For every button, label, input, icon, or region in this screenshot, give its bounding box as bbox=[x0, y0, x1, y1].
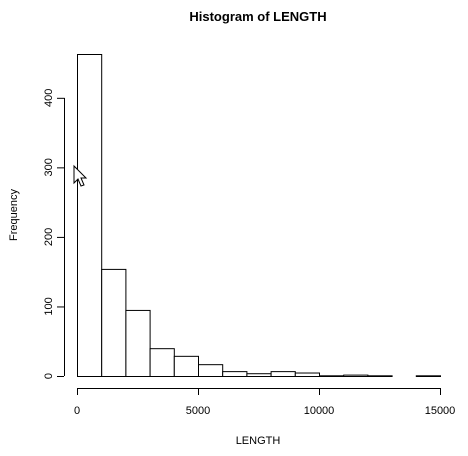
arrow-cursor-icon bbox=[73, 164, 88, 187]
histogram-bar-3 bbox=[149, 348, 175, 378]
x-tick-label-2: 10000 bbox=[304, 405, 335, 417]
y-tick-label-1: 100 bbox=[43, 297, 55, 315]
histogram-bar-7 bbox=[246, 373, 272, 377]
histogram-bar-0 bbox=[77, 54, 103, 377]
y-axis-label: Frequency bbox=[8, 189, 20, 241]
chart-title: Histogram of LENGTH bbox=[189, 9, 326, 24]
histogram-bar-4 bbox=[173, 355, 200, 378]
histogram-bar-11 bbox=[343, 374, 369, 377]
y-axis: 0 100 200 300 400 bbox=[43, 89, 65, 379]
histogram-bar-5 bbox=[198, 364, 224, 377]
x-tick-label-1: 5000 bbox=[186, 405, 210, 417]
histogram-bar-8 bbox=[270, 371, 296, 377]
histogram-bar-10 bbox=[319, 375, 345, 377]
histogram-bar-12 bbox=[367, 375, 393, 377]
histogram-bar-6 bbox=[222, 371, 248, 377]
histogram-bar-2 bbox=[125, 309, 151, 377]
y-tick-label-0: 0 bbox=[43, 373, 55, 379]
y-tick-label-3: 300 bbox=[43, 158, 55, 176]
x-axis-label: LENGTH bbox=[236, 435, 281, 447]
x-tick-label-3: 15000 bbox=[425, 405, 456, 417]
x-axis: 0 5000 10000 15000 bbox=[74, 388, 455, 417]
y-tick-label-2: 200 bbox=[43, 228, 55, 246]
bars-group bbox=[77, 54, 441, 378]
x-tick-label-0: 0 bbox=[74, 405, 80, 417]
histogram-bar-9 bbox=[294, 372, 320, 377]
histogram-bar-1 bbox=[101, 268, 127, 378]
histogram-bar-14 bbox=[415, 375, 441, 377]
y-tick-label-4: 400 bbox=[43, 89, 55, 107]
